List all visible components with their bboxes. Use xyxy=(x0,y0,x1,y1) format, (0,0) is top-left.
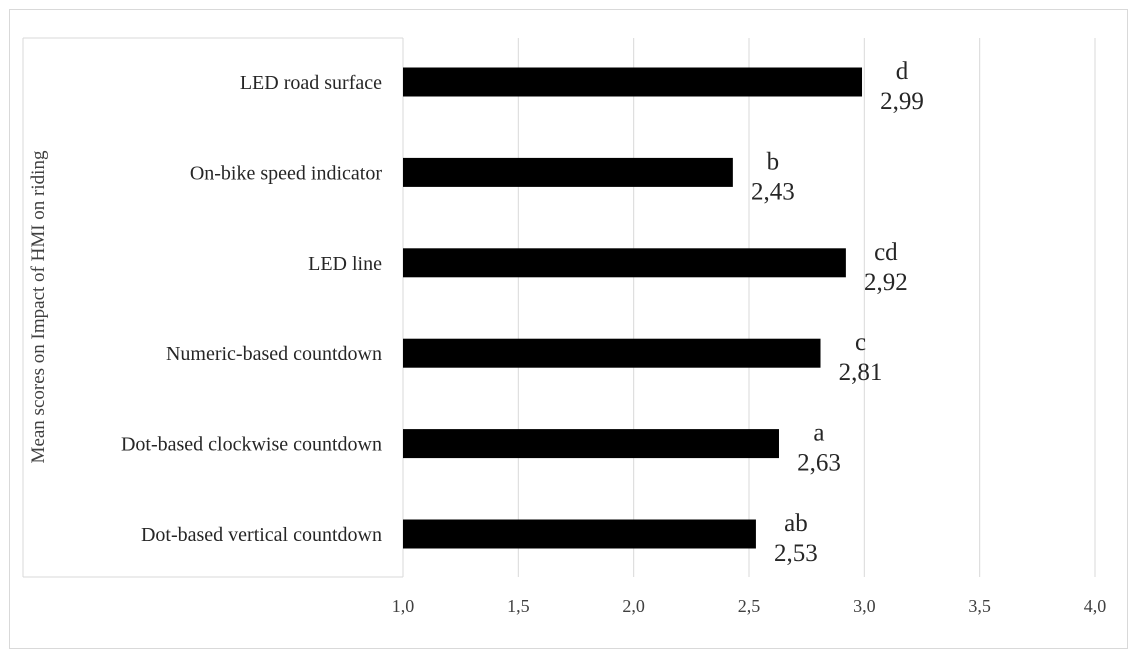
x-tick-label: 1,5 xyxy=(507,596,530,616)
bar xyxy=(403,519,756,549)
group-letter-label: c xyxy=(855,329,866,356)
category-label: LED road surface xyxy=(240,72,382,94)
value-label: 2,92 xyxy=(864,269,908,296)
bar xyxy=(403,248,846,278)
gridlines xyxy=(22,37,1096,578)
bar xyxy=(403,67,863,97)
value-label: 2,99 xyxy=(880,88,924,115)
category-label: Dot-based vertical countdown xyxy=(141,524,382,546)
labels: 1,0 1,5 2,0 2,5 3,0 3,5 4,0 LED road surface d 2,… xyxy=(121,58,1106,616)
category-label: Numeric-based countdown xyxy=(166,343,382,365)
bar xyxy=(403,157,733,187)
group-letter-label: a xyxy=(813,420,824,447)
value-label: 2,53 xyxy=(774,540,818,567)
y-axis-title: Mean scores on Impact of HMI on riding xyxy=(28,150,49,463)
x-tick-label: 4,0 xyxy=(1084,596,1107,616)
bar xyxy=(403,429,779,459)
x-tick-label: 2,0 xyxy=(622,596,645,616)
category-label: Dot-based clockwise countdown xyxy=(121,434,382,456)
value-label: 2,63 xyxy=(797,450,841,477)
x-tick-label: 3,0 xyxy=(853,596,876,616)
x-tick-label: 1,0 xyxy=(392,596,415,616)
category-label: LED line xyxy=(308,253,382,275)
group-letter-label: cd xyxy=(874,239,898,266)
x-tick-label: 2,5 xyxy=(738,596,761,616)
bars xyxy=(403,67,863,549)
value-label: 2,43 xyxy=(751,178,795,205)
bar xyxy=(403,338,821,368)
x-tick-label: 3,5 xyxy=(968,596,991,616)
category-label: On-bike speed indicator xyxy=(190,162,382,184)
value-label: 2,81 xyxy=(839,359,883,386)
group-letter-label: b xyxy=(767,148,780,175)
group-letter-label: d xyxy=(896,58,909,85)
group-letter-label: ab xyxy=(784,510,808,537)
